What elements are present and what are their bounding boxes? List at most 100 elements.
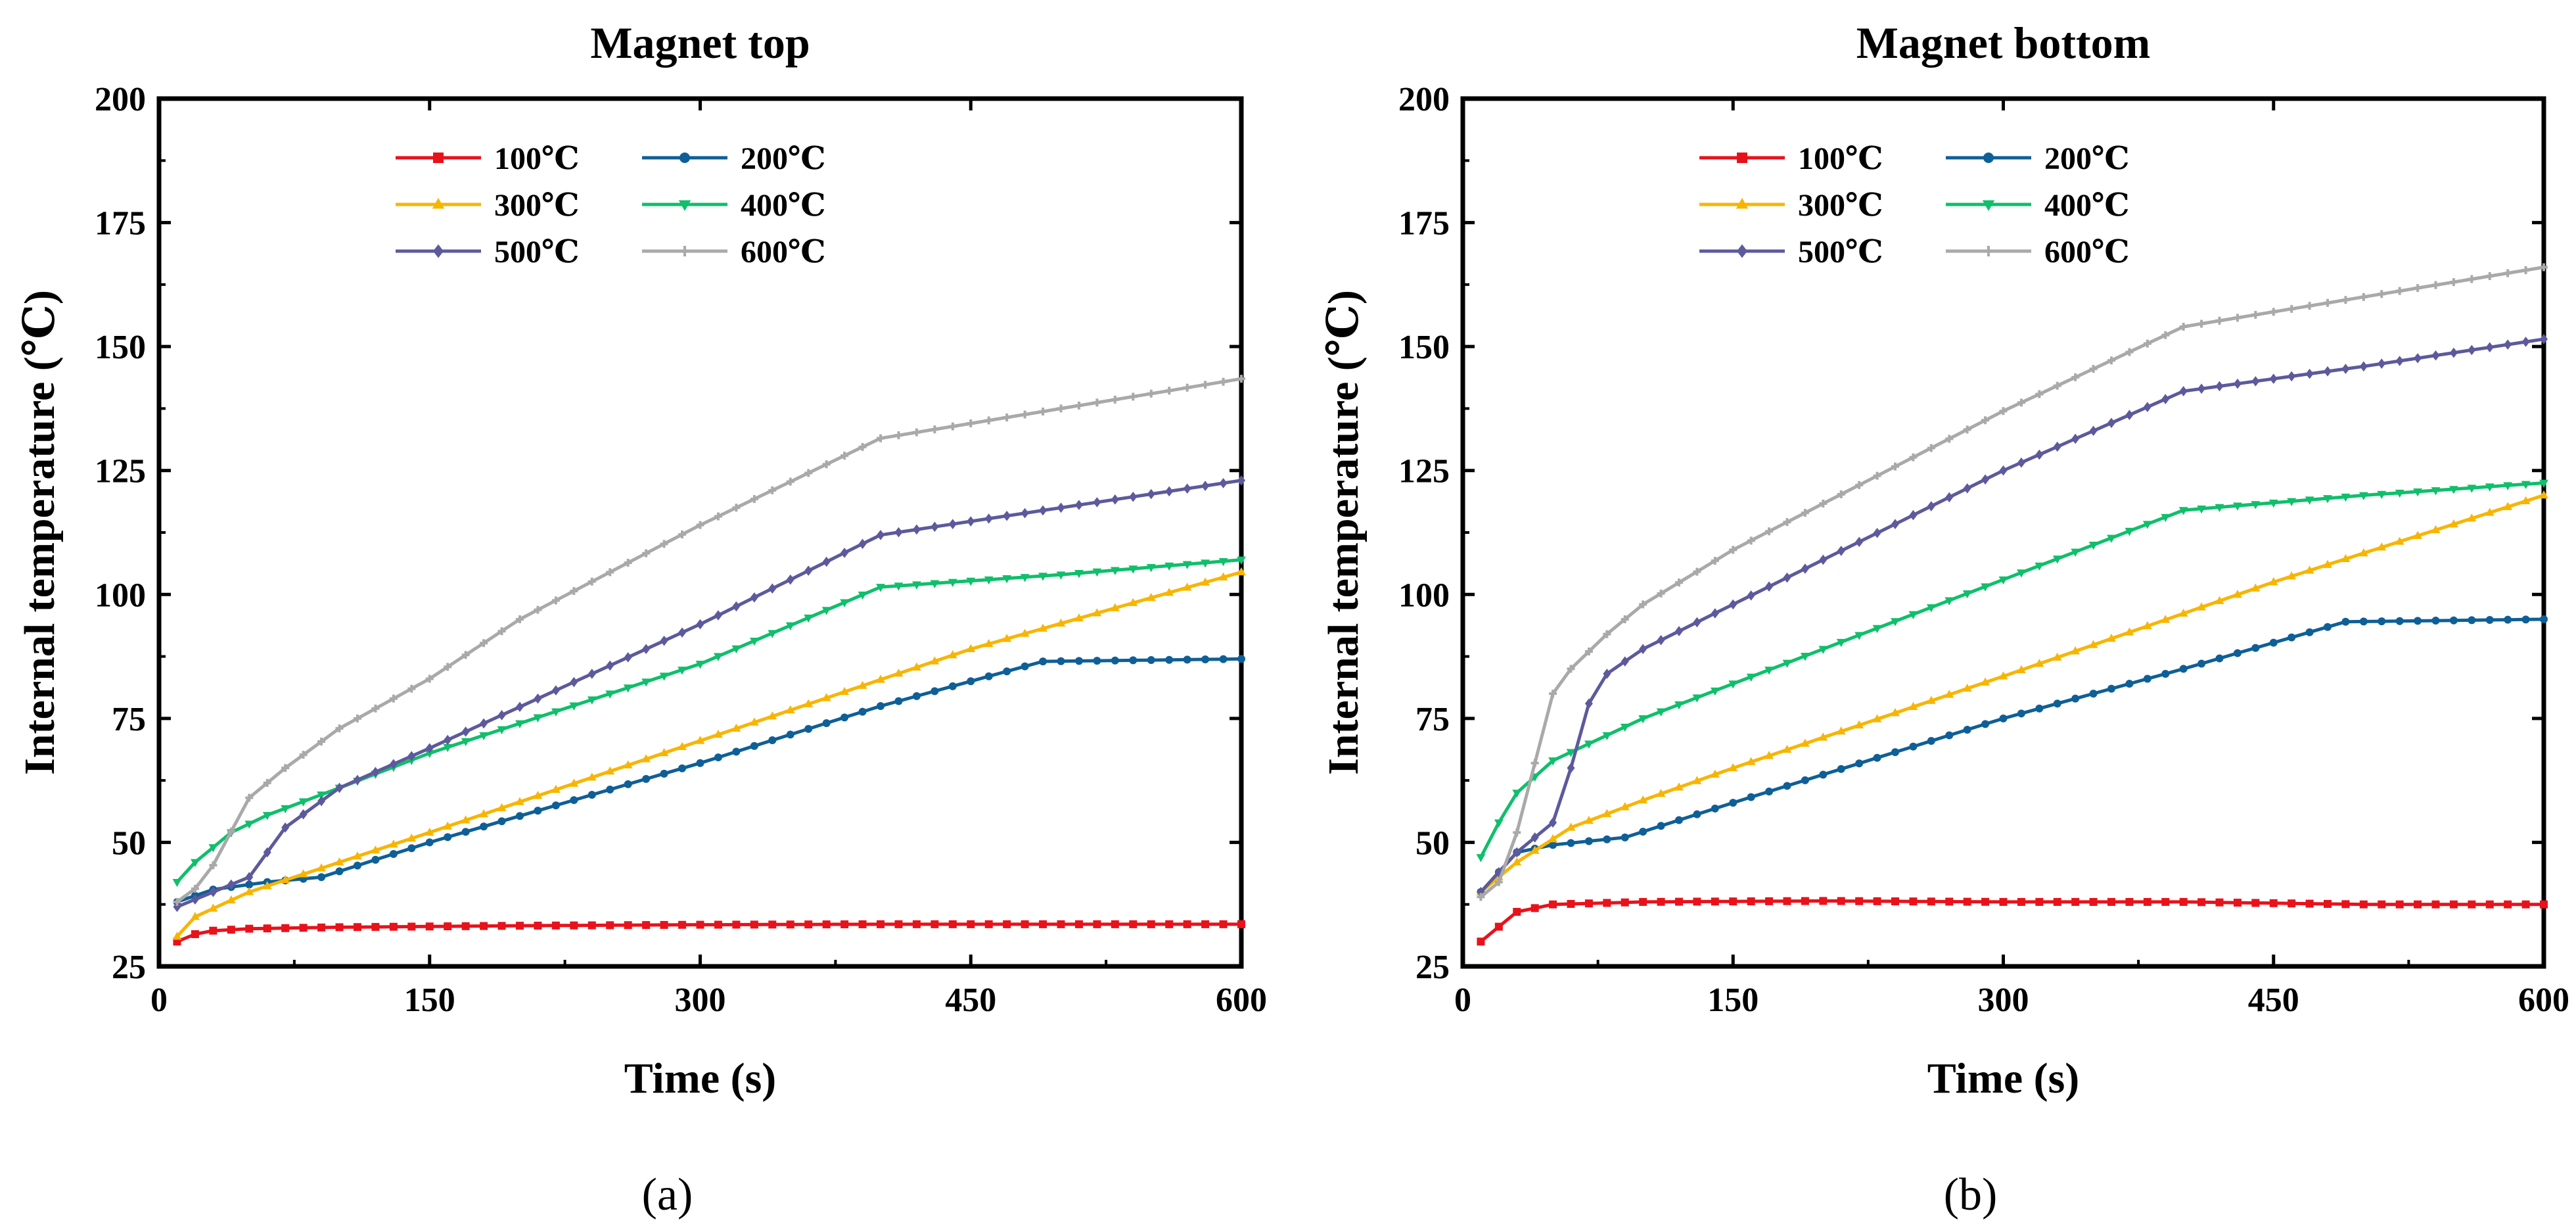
data-point [1765, 527, 1774, 536]
data-point [1567, 763, 1575, 774]
data-point [2539, 479, 2548, 488]
data-point [244, 887, 254, 895]
data-point [768, 736, 777, 745]
data-point [1711, 556, 1719, 565]
legend-label: 300℃ [494, 188, 580, 223]
data-point [894, 431, 903, 440]
data-point [1927, 444, 1935, 452]
data-point [335, 782, 344, 793]
data-point [2468, 344, 2476, 356]
data-point [425, 922, 434, 931]
data-point [515, 720, 524, 728]
data-point [334, 857, 344, 866]
legend-marker [679, 153, 690, 163]
data-point [1476, 854, 1486, 863]
data-point [1854, 720, 1864, 728]
data-point [2378, 290, 2386, 298]
data-point [2071, 373, 2080, 381]
data-point [1945, 897, 1954, 906]
data-point [2215, 654, 2224, 663]
data-point [2017, 457, 2025, 468]
data-point [2503, 482, 2513, 490]
data-point [461, 922, 470, 930]
data-point [1039, 657, 1047, 666]
y-tick-label: 150 [95, 329, 146, 366]
data-point [750, 592, 758, 603]
data-point [1603, 899, 1611, 907]
x-tick-label: 150 [1707, 982, 1759, 1019]
data-point [2233, 899, 2242, 907]
data-point [876, 584, 885, 592]
data-point [317, 873, 326, 882]
data-point [732, 920, 741, 929]
data-point [1765, 787, 1774, 795]
data-point [2071, 897, 2080, 906]
data-point [1981, 474, 1990, 485]
legend-label: 200℃ [2044, 141, 2130, 176]
data-point [821, 693, 831, 701]
data-point [2288, 633, 2296, 642]
legend-entry: 300℃ [396, 188, 580, 223]
data-point [534, 605, 542, 614]
data-point [1549, 900, 1557, 909]
data-point [335, 923, 344, 932]
data-point [480, 922, 488, 930]
data-point [263, 778, 271, 787]
data-point [2359, 617, 2368, 626]
data-point [1926, 604, 1936, 613]
data-point [2269, 638, 2278, 647]
data-point [534, 693, 542, 704]
data-point [299, 809, 308, 820]
y-tick-label: 150 [1398, 329, 1450, 366]
y-tick-label: 25 [1415, 949, 1450, 986]
data-point [840, 713, 849, 722]
data-point [1093, 657, 1101, 665]
data-point [1549, 690, 1557, 698]
data-point [298, 798, 308, 807]
data-point [1999, 465, 2008, 476]
data-point [1237, 556, 1246, 565]
data-point [1201, 481, 1210, 491]
data-point [2017, 569, 2026, 578]
data-point [1602, 732, 1612, 741]
legend-marker [1737, 153, 1747, 163]
data-point [858, 591, 867, 600]
y-axis-label: Internal temperature (℃) [16, 290, 64, 775]
data-point [768, 630, 777, 638]
data-point [2089, 897, 2098, 906]
data-point [263, 847, 271, 858]
data-point [2377, 490, 2387, 500]
x-tick-label: 450 [2248, 982, 2299, 1019]
data-point [443, 821, 453, 830]
data-point [1219, 478, 1228, 488]
data-point [1819, 500, 1828, 508]
data-point [389, 850, 398, 859]
data-point [1981, 677, 1990, 686]
data-point [587, 791, 596, 799]
data-point [785, 622, 795, 630]
data-point [2035, 897, 2044, 906]
data-point [2071, 646, 2081, 655]
data-point [2468, 616, 2476, 625]
data-point [1147, 656, 1155, 665]
data-point [660, 540, 668, 548]
data-point [2305, 302, 2314, 310]
data-point [642, 644, 651, 655]
data-point [2539, 490, 2548, 499]
data-point [2468, 275, 2476, 283]
data-point [533, 791, 543, 799]
data-point [696, 521, 704, 529]
data-point [444, 663, 452, 671]
data-point [967, 516, 975, 527]
data-point [912, 920, 921, 928]
data-point [1728, 680, 1738, 689]
data-point [389, 922, 398, 931]
data-point [2504, 900, 2512, 909]
data-point [2197, 898, 2206, 907]
data-point [317, 795, 326, 807]
data-point [1927, 897, 1935, 906]
data-point [587, 696, 597, 705]
data-point [1093, 920, 1101, 928]
data-point [731, 645, 741, 654]
data-point [1021, 508, 1029, 519]
